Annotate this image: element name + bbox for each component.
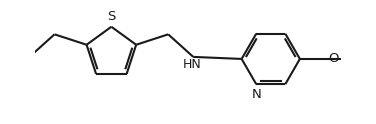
- Text: S: S: [107, 10, 115, 23]
- Text: HN: HN: [182, 58, 201, 71]
- Text: O: O: [328, 52, 339, 65]
- Text: N: N: [252, 88, 262, 101]
